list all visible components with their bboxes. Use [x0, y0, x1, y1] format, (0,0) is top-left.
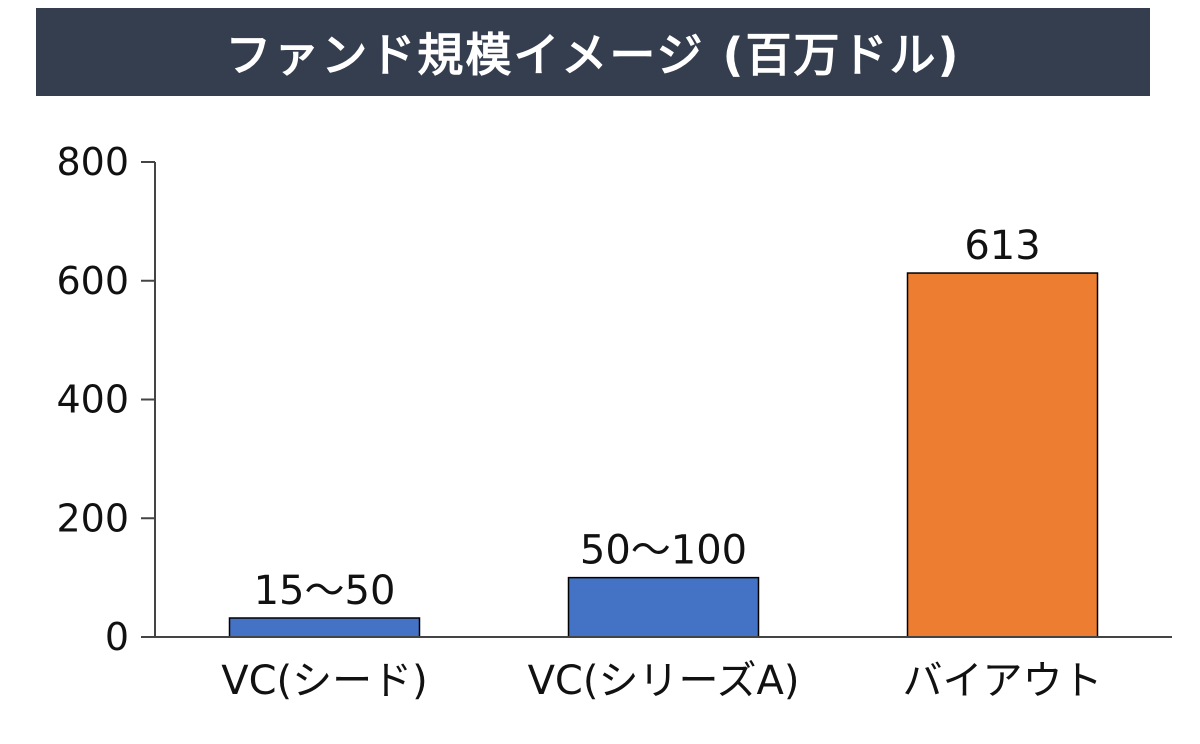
x-category-label: VC(シリーズA)	[528, 658, 800, 704]
data-label: 15〜50	[254, 568, 396, 614]
y-tick-label: 0	[105, 615, 129, 659]
y-tick-label: 400	[56, 378, 129, 422]
y-tick-label: 600	[56, 259, 129, 303]
bar	[906, 272, 1099, 638]
data-label: 50〜100	[580, 528, 747, 574]
bar	[567, 576, 760, 638]
y-tick-label: 200	[56, 496, 129, 540]
y-tick-label: 800	[56, 140, 129, 184]
x-category-label: VC(シード)	[221, 658, 428, 704]
data-label: 613	[964, 223, 1040, 269]
bar	[228, 617, 421, 638]
chart-title: ファンド規模イメージ (百万ドル)	[225, 28, 961, 82]
chart-title-bar: ファンド規模イメージ (百万ドル)	[36, 8, 1150, 96]
x-category-label: バイアウト	[903, 658, 1103, 704]
